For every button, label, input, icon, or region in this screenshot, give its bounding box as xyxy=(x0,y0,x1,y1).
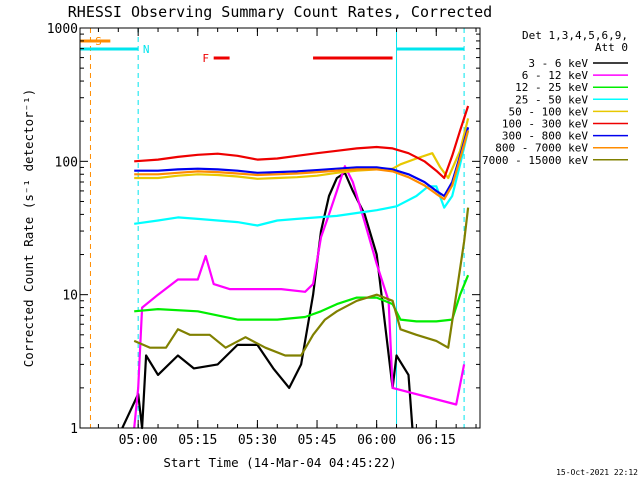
legend-label: 300 - 800 keV xyxy=(502,130,588,143)
series-line xyxy=(133,165,466,429)
legend-label: 3 - 6 keV xyxy=(528,57,588,70)
x-tick-label: 05:45 xyxy=(297,433,336,448)
x-tick-label: 05:30 xyxy=(238,433,277,448)
y-tick-label: 100 xyxy=(55,155,78,170)
legend-header-line-1: Det 1,3,4,5,6,9, xyxy=(522,29,628,42)
x-tick-label: 05:15 xyxy=(178,433,217,448)
series-line xyxy=(134,118,470,180)
x-axis-label: Start Time (14-Mar-04 04:45:22) xyxy=(163,455,396,470)
series-layer xyxy=(121,105,470,430)
legend-label: 25 - 50 keV xyxy=(515,93,588,106)
x-tick-label: 06:15 xyxy=(417,433,456,448)
flag-label: N xyxy=(143,43,150,56)
legend-label: 6 - 12 keV xyxy=(522,69,589,82)
series-line xyxy=(134,127,470,198)
y-tick-label: 1 xyxy=(70,422,78,437)
y-tick-label: 1000 xyxy=(47,22,78,37)
y-axis-label: Corrected Count Rate (s⁻¹ detector⁻¹) xyxy=(21,89,36,367)
legend-label: 12 - 25 keV xyxy=(515,81,588,94)
series-line xyxy=(121,171,414,430)
chart-title: RHESSI Observing Summary Count Rates, Co… xyxy=(68,3,492,21)
legend-label: 50 - 100 keV xyxy=(509,105,589,118)
legend-label: 100 - 300 keV xyxy=(502,118,588,131)
footer-timestamp: 15-Oct-2021 22:12 xyxy=(556,468,638,477)
series-line xyxy=(133,207,470,357)
flag-label: F xyxy=(202,52,209,65)
x-tick-label: 06:00 xyxy=(357,433,396,448)
axes-layer: 1 10 100 1000 05:00 05:15 05:30 05:45 06:00 06:15 xyxy=(47,22,480,448)
legend-header-line-2: Att 0 xyxy=(595,41,628,54)
series-line xyxy=(134,130,470,227)
series-line xyxy=(134,274,470,323)
plot-frame xyxy=(79,27,481,429)
series-line xyxy=(134,130,470,201)
series-line xyxy=(134,105,470,180)
flag-label: S xyxy=(95,35,102,48)
x-tick-label: 05:00 xyxy=(119,433,158,448)
legend-label: 7000 - 15000 keV xyxy=(482,154,588,167)
legend-label: 800 - 7000 keV xyxy=(495,142,588,155)
y-tick-label: 10 xyxy=(62,289,78,304)
